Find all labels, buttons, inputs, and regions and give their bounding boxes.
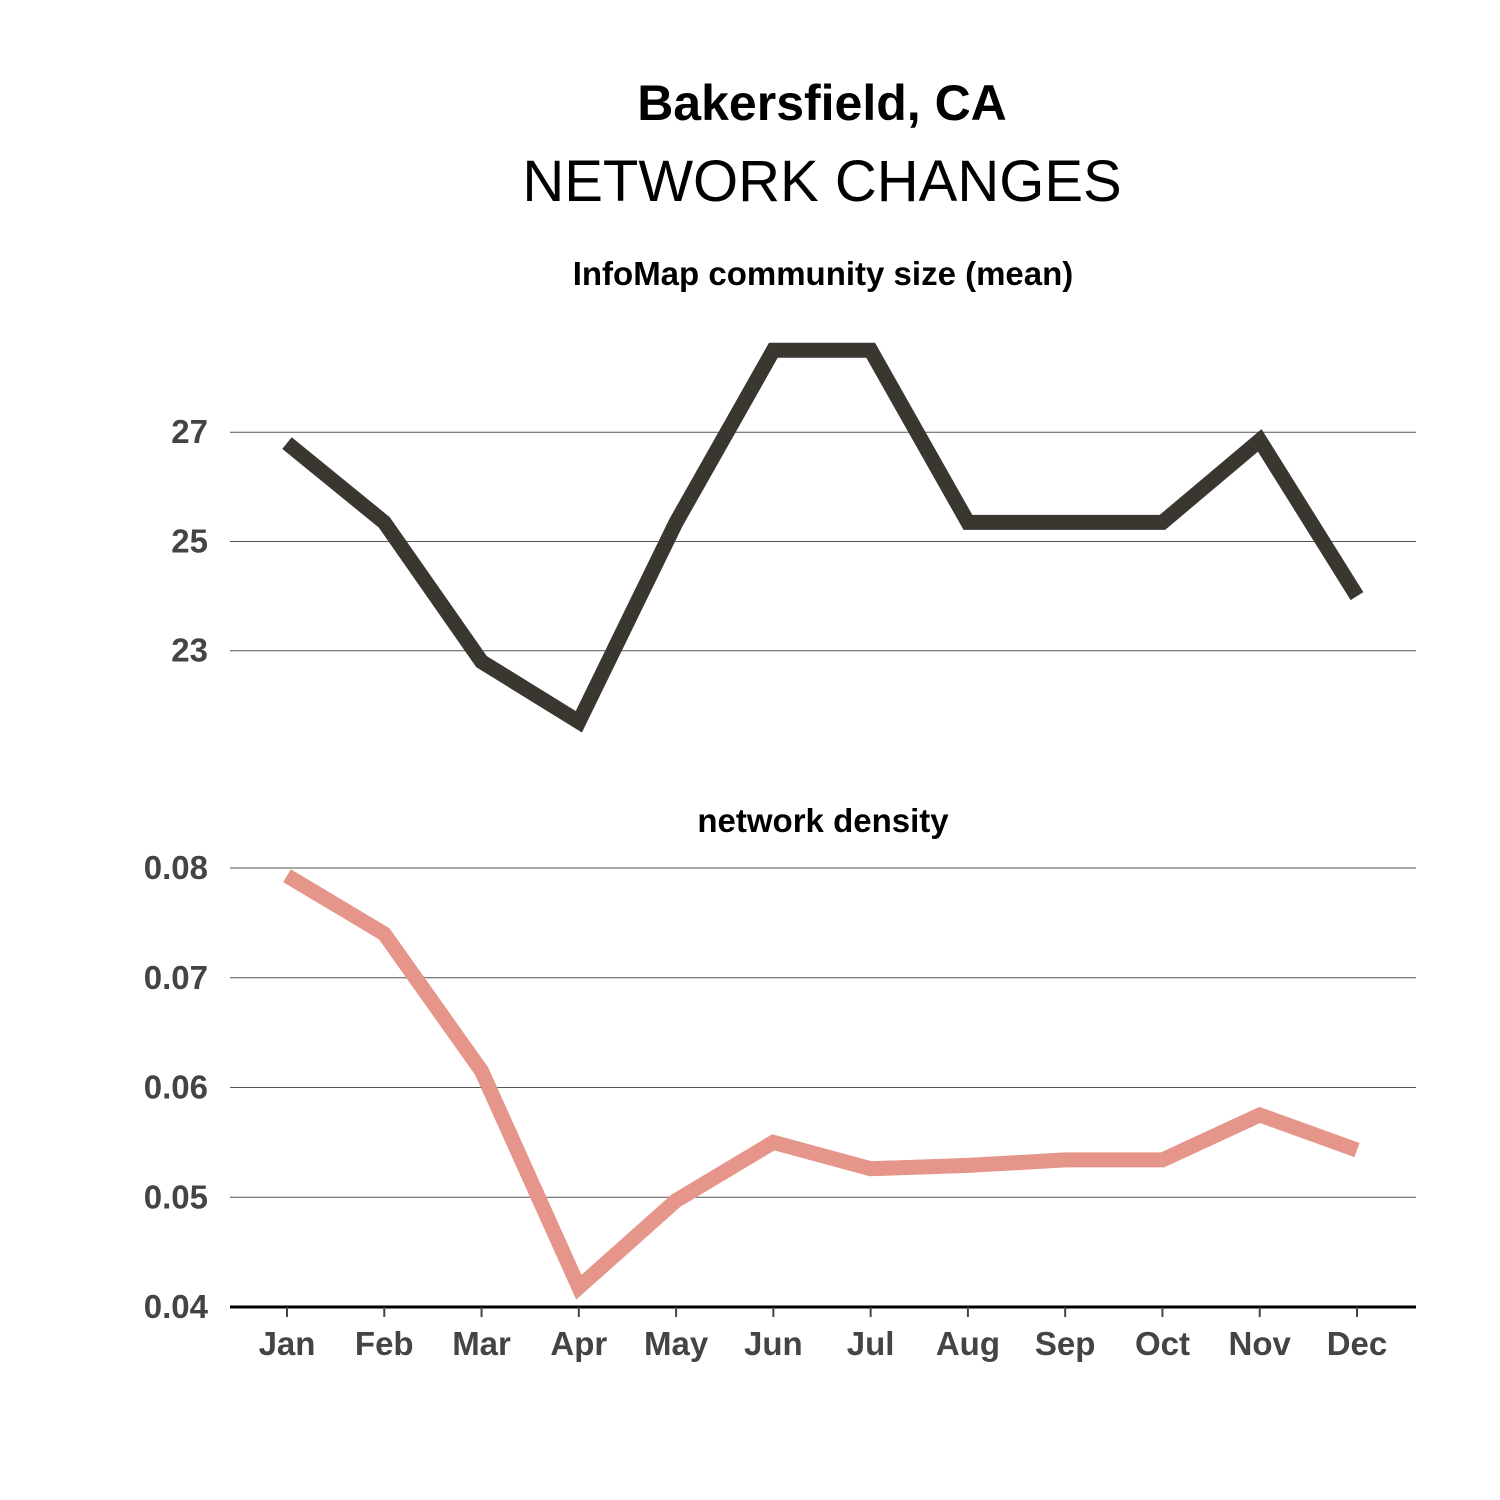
y-tick-label-1-1: 0.05 [144, 1178, 208, 1215]
figure-title: Bakersfield, CA [637, 75, 1007, 131]
x-tick-label-3: Apr [550, 1325, 607, 1362]
y-tick-label-1-4: 0.08 [144, 849, 208, 886]
x-tick-label-8: Sep [1035, 1325, 1096, 1362]
y-tick-label-0-2: 27 [171, 413, 208, 450]
panel-title-0: InfoMap community size (mean) [573, 255, 1074, 292]
y-tick-label-1-0: 0.04 [144, 1288, 209, 1325]
x-tick-label-5: Jun [744, 1325, 803, 1362]
x-tick-label-1: Feb [355, 1325, 414, 1362]
figure-subtitle: NETWORK CHANGES [522, 149, 1122, 214]
x-tick-label-9: Oct [1135, 1325, 1190, 1362]
y-tick-label-0-1: 25 [171, 522, 208, 559]
y-tick-label-1-2: 0.06 [144, 1069, 208, 1106]
series-line-1-0 [283, 869, 1360, 1300]
x-tick-label-2: Mar [452, 1325, 511, 1362]
x-tick-label-4: May [644, 1325, 709, 1362]
y-tick-label-0-0: 23 [171, 632, 208, 669]
x-tick-label-11: Dec [1327, 1325, 1388, 1362]
x-tick-label-10: Nov [1229, 1325, 1292, 1362]
x-tick-label-6: Jul [847, 1325, 895, 1362]
x-tick-label-0: Jan [259, 1325, 316, 1362]
series-line-0-0 [282, 342, 1364, 733]
x-tick-label-7: Aug [936, 1325, 1000, 1362]
y-tick-label-1-3: 0.07 [144, 959, 208, 996]
panel-title-1: network density [697, 802, 949, 839]
